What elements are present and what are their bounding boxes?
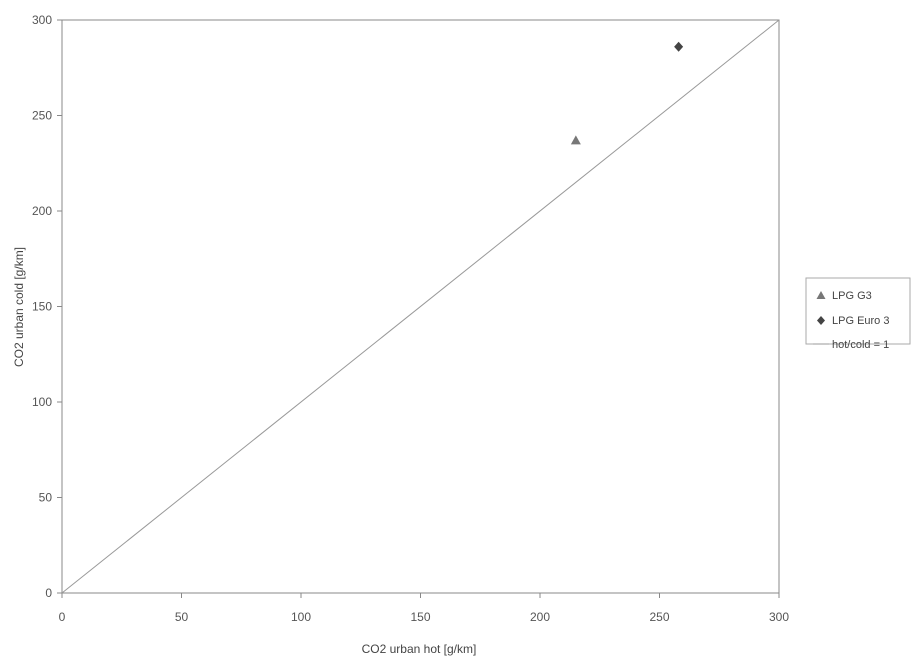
y-tick-label: 150 <box>32 300 52 314</box>
data-point-lpg-g3 <box>570 135 581 145</box>
x-axis: 0 50 100 150 200 250 300 <box>59 593 789 624</box>
data-point-lpg-euro-3 <box>674 41 684 52</box>
legend: LPG G3 LPG Euro 3 hot/cold = 1 <box>805 277 911 351</box>
legend-diamond-marker-icon <box>817 316 825 325</box>
legend-label-lpg-euro-3: LPG Euro 3 <box>832 315 889 327</box>
y-axis-title: CO2 urban cold [g/km] <box>12 247 26 367</box>
y-tick-label: 300 <box>32 13 52 27</box>
legend-label-reference-line: hot/cold = 1 <box>832 339 889 351</box>
x-tick-label: 200 <box>530 610 550 624</box>
legend-item-lpg-euro-3: LPG Euro 3 <box>817 315 889 327</box>
y-tick-label: 50 <box>39 491 53 505</box>
legend-item-reference-line: hot/cold = 1 <box>813 339 889 351</box>
x-tick-label: 0 <box>59 610 66 624</box>
legend-triangle-marker-icon <box>816 291 826 299</box>
y-tick-label: 0 <box>45 586 52 600</box>
x-tick-label: 300 <box>769 610 789 624</box>
x-tick-label: 250 <box>649 610 669 624</box>
legend-item-lpg-g3: LPG G3 <box>816 290 872 302</box>
y-axis: 0 50 100 150 200 250 300 <box>32 13 62 600</box>
reference-line-hot-cold-1 <box>61 19 780 594</box>
x-tick-label: 150 <box>410 610 430 624</box>
y-tick-label: 200 <box>32 204 52 218</box>
y-tick-label: 250 <box>32 109 52 123</box>
legend-box <box>805 277 911 345</box>
x-axis-title: CO2 urban hot [g/km] <box>362 642 477 656</box>
y-tick-label: 100 <box>32 395 52 409</box>
x-tick-label: 100 <box>291 610 311 624</box>
x-tick-label: 50 <box>175 610 189 624</box>
legend-label-lpg-g3: LPG G3 <box>832 290 872 302</box>
series-layer <box>61 19 780 594</box>
